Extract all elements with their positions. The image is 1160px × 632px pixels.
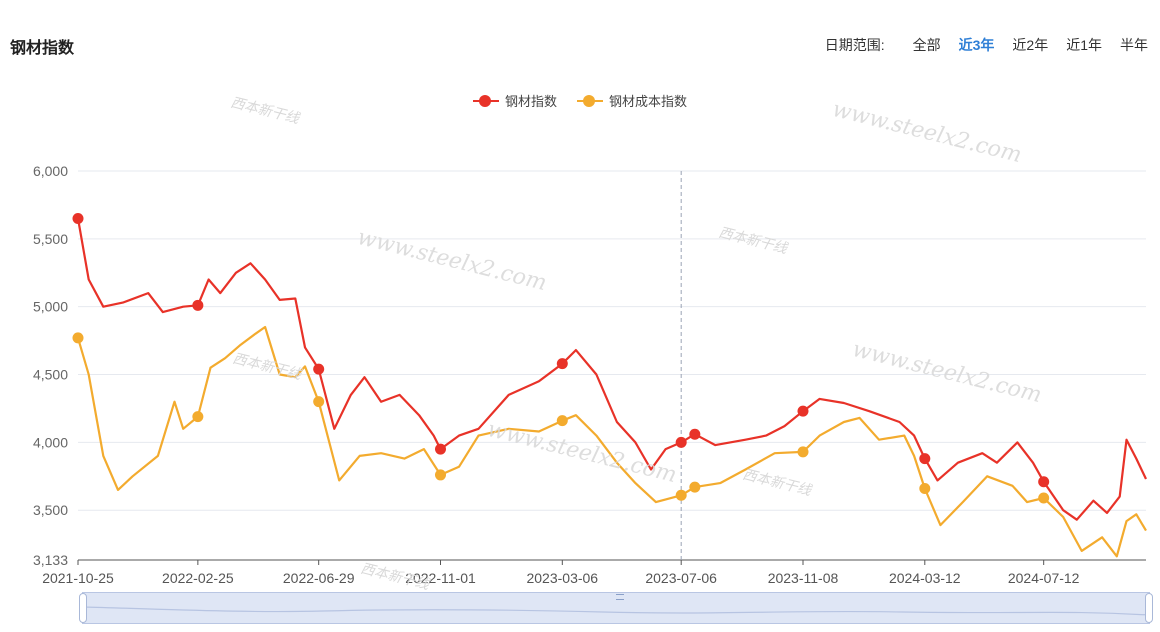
data-point-marker — [434, 469, 446, 481]
slider-preview-line — [83, 606, 1149, 616]
data-point-marker — [1038, 492, 1050, 504]
x-tick-label: 2023-11-08 — [768, 570, 839, 586]
y-tick-label: 4,500 — [33, 367, 68, 383]
data-point-marker — [556, 415, 568, 427]
y-tick-label: 5,500 — [33, 231, 68, 247]
y-tick-label: 4,000 — [33, 434, 68, 450]
range-option-all[interactable]: 全部 — [912, 37, 941, 53]
range-option-3y[interactable]: 近3年 — [958, 37, 995, 53]
data-point-marker — [434, 443, 446, 455]
data-zoom-slider[interactable] — [79, 592, 1153, 624]
data-point-marker — [675, 436, 687, 448]
chart-legend: 钢材指数 钢材成本指数 — [0, 91, 1160, 110]
series-line-1 — [76, 325, 1147, 558]
x-tick-label: 2024-07-12 — [1008, 570, 1080, 586]
x-tick-label: 2022-11-01 — [405, 570, 476, 586]
data-point-marker — [675, 489, 687, 501]
x-tick-label: 2022-06-29 — [283, 570, 355, 586]
date-range-label: 日期范围: — [824, 37, 885, 53]
data-point-marker — [192, 411, 204, 423]
slider-right-handle[interactable] — [1145, 593, 1153, 623]
legend-item-steel-index[interactable]: 钢材指数 — [472, 91, 557, 110]
data-point-marker — [313, 396, 325, 408]
data-point-marker — [556, 358, 568, 370]
slider-left-handle[interactable] — [79, 593, 87, 623]
range-option-half-year[interactable]: 半年 — [1120, 37, 1148, 53]
y-tick-label: 3,133 — [33, 552, 68, 568]
data-point-marker — [72, 212, 84, 224]
y-tick-label: 5,000 — [33, 299, 68, 315]
data-point-marker — [689, 428, 701, 440]
y-tick-label: 3,500 — [33, 502, 68, 518]
legend-label-steel-index: 钢材指数 — [504, 94, 557, 109]
range-option-1y[interactable]: 近1年 — [1066, 37, 1102, 53]
x-tick-label: 2023-07-06 — [645, 570, 717, 586]
x-tick-label: 2024-03-12 — [889, 570, 961, 586]
legend-line-marker-icon — [577, 94, 603, 107]
data-point-marker — [797, 446, 809, 458]
data-point-marker — [192, 299, 204, 311]
x-tick-label: 2023-03-06 — [526, 570, 598, 586]
slider-grip-icon — [616, 594, 624, 600]
data-point-marker — [689, 481, 701, 493]
legend-item-cost-index[interactable]: 钢材成本指数 — [577, 91, 687, 110]
legend-label-cost-index: 钢材成本指数 — [609, 94, 688, 109]
data-point-marker — [919, 482, 931, 494]
legend-line-marker-icon — [472, 94, 499, 107]
data-point-marker — [313, 363, 325, 375]
x-tick-label: 2021-10-25 — [42, 570, 114, 586]
data-point-marker — [919, 453, 931, 465]
x-tick-label: 2022-02-25 — [162, 570, 234, 586]
page-title: 钢材指数 — [10, 40, 75, 57]
range-option-2y[interactable]: 近2年 — [1012, 37, 1049, 53]
date-range-selector: 日期范围: 全部 近3年 近2年 近1年 半年 — [825, 35, 1148, 55]
data-point-marker — [797, 405, 809, 417]
series-line-0 — [76, 218, 1147, 521]
data-point-marker — [72, 332, 84, 344]
data-point-marker — [1038, 476, 1050, 488]
y-tick-label: 6,000 — [33, 163, 68, 179]
